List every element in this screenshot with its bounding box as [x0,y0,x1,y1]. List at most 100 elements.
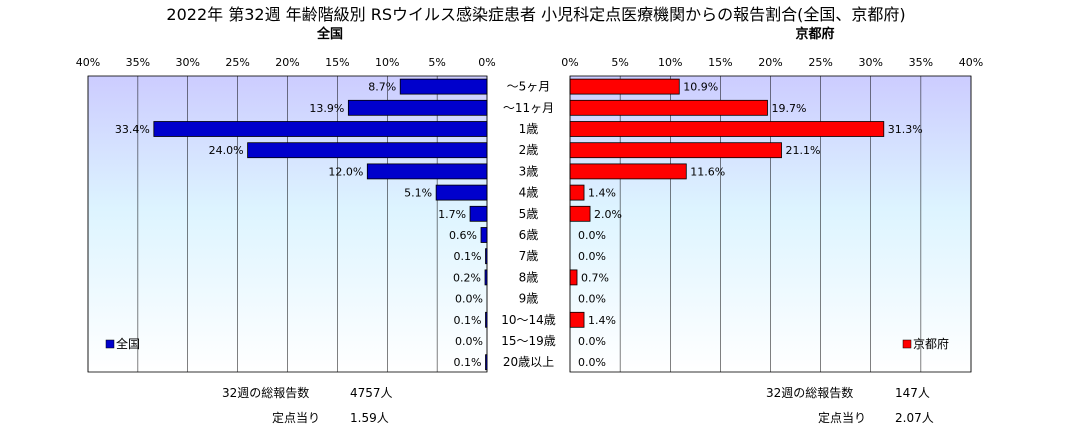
age-category-label: 7歳 [519,249,539,263]
right-data-label: 0.0% [578,229,606,242]
left-bar [247,142,488,159]
right-data-label: 0.0% [578,293,606,306]
right-data-label: 19.7% [771,102,806,115]
left-x-axis-ticks: 0% 5% 10% 15% 20% 25% 30% 35% 40% [76,56,496,69]
left-data-label: 8.7% [368,81,396,94]
right-legend-label: 京都府 [913,336,949,351]
left-data-label: 0.1% [454,356,482,369]
left-bar [480,227,488,243]
left-total-label: 32週の総報告数 [222,385,309,400]
left-data-label: 0.1% [454,314,482,327]
right-data-label: 31.3% [888,123,923,136]
right-bar [569,99,768,116]
right-plot-frame [569,75,972,373]
left-tick-label: 25% [225,56,249,69]
left-footer: 32週の総報告数 4757人 定点当り 1.59人 [222,385,393,425]
left-tick-label: 0% [478,56,495,69]
right-per-value: 2.07人 [895,411,934,425]
right-tick-label: 0% [561,56,578,69]
right-bar [569,184,585,201]
right-data-label: 21.1% [786,144,821,157]
left-bar [153,121,488,137]
left-plot-frame [87,75,488,373]
right-bar [569,205,591,222]
right-per-label: 定点当り [818,410,866,425]
chart-title: 2022年 第32週 年齢階級別 RSウイルス感染症患者 小児科定点医療機関から… [166,5,905,24]
age-category-label: 1歳 [519,122,539,136]
left-data-label: 1.7% [438,208,466,221]
right-tick-label: 10% [658,56,682,69]
left-bar [366,163,488,180]
left-data-label: 33.4% [115,123,150,136]
right-footer: 32週の総報告数 147人 定点当り 2.07人 [766,385,934,425]
left-data-label: 12.0% [328,165,363,178]
right-bars [569,78,885,328]
age-category-label: 20歳以上 [503,355,554,369]
right-tick-label: 15% [708,56,732,69]
age-category-label: 9歳 [519,292,539,306]
age-category-label: 5歳 [519,207,539,221]
right-x-axis-ticks: 0% 5% 10% 15% 20% 25% 30% 35% 40% [561,56,983,69]
age-category-label: 15～19歳 [501,334,556,348]
age-category-label: 3歳 [519,164,539,178]
left-total-value: 4757人 [350,386,393,400]
right-data-label: 1.4% [588,314,616,327]
right-data-label: 2.0% [594,208,622,221]
left-per-label: 定点当り [272,410,320,425]
right-tick-label: 5% [611,56,628,69]
left-bar [347,99,488,116]
right-tick-label: 25% [808,56,832,69]
left-per-value: 1.59人 [350,411,389,425]
left-tick-label: 15% [325,56,349,69]
age-category-label: ～11ヶ月 [503,101,554,115]
left-tick-label: 35% [126,56,150,69]
right-data-label: 10.9% [683,81,718,94]
right-data-labels: 10.9% 19.7% 31.3% 21.1% 11.6% 1.4% 2.0% 0.0% 0.0… [578,81,923,370]
right-tick-label: 20% [758,56,782,69]
right-legend: 京都府 [902,336,949,351]
right-data-label: 0.0% [578,356,606,369]
right-data-label: 0.7% [581,271,609,284]
right-tick-label: 30% [859,56,883,69]
right-data-label: 1.4% [588,187,616,200]
left-legend: 全国 [105,336,140,351]
right-tick-label: 40% [959,56,983,69]
left-bar [469,205,488,222]
left-data-label: 0.2% [453,271,481,284]
left-tick-label: 20% [275,56,299,69]
right-data-label: 0.0% [578,335,606,348]
left-tick-label: 30% [176,56,200,69]
age-category-label: ～5ヶ月 [507,80,551,94]
right-bar [569,163,687,180]
left-tick-label: 5% [428,56,445,69]
right-bar [569,311,585,328]
right-panel-title: 京都府 [795,26,834,42]
left-data-label: 13.9% [309,102,344,115]
left-data-label: 5.1% [404,187,432,200]
right-data-label: 11.6% [690,165,725,178]
left-data-label: 0.0% [455,293,483,306]
left-panel-title: 全国 [316,26,343,42]
age-category-label: 6歳 [519,228,539,242]
right-bar [569,269,578,286]
left-data-label: 0.6% [449,229,477,242]
right-tick-label: 35% [909,56,933,69]
left-data-label: 24.0% [209,144,244,157]
right-bar [569,78,680,95]
age-category-label: 4歳 [519,186,539,200]
left-data-label: 0.0% [455,335,483,348]
left-data-labels: 8.7% 13.9% 33.4% 24.0% 12.0% 5.1% 1.7% 0.6% 0.1%… [115,81,483,370]
left-legend-swatch [105,339,115,349]
age-category-labels: ～5ヶ月 ～11ヶ月 1歳 2歳 3歳 4歳 5歳 6歳 7歳 8歳 9歳 10～14歳 15～19歳 2… [501,80,556,370]
right-total-value: 147人 [895,386,930,400]
age-category-label: 10～14歳 [501,313,556,327]
left-tick-label: 40% [76,56,100,69]
right-legend-swatch [902,339,912,349]
right-bar [569,142,782,159]
age-category-label: 2歳 [519,143,539,157]
right-bar [569,121,885,137]
left-tick-label: 10% [375,56,399,69]
left-data-label: 0.1% [454,250,482,263]
left-bar [435,184,488,201]
